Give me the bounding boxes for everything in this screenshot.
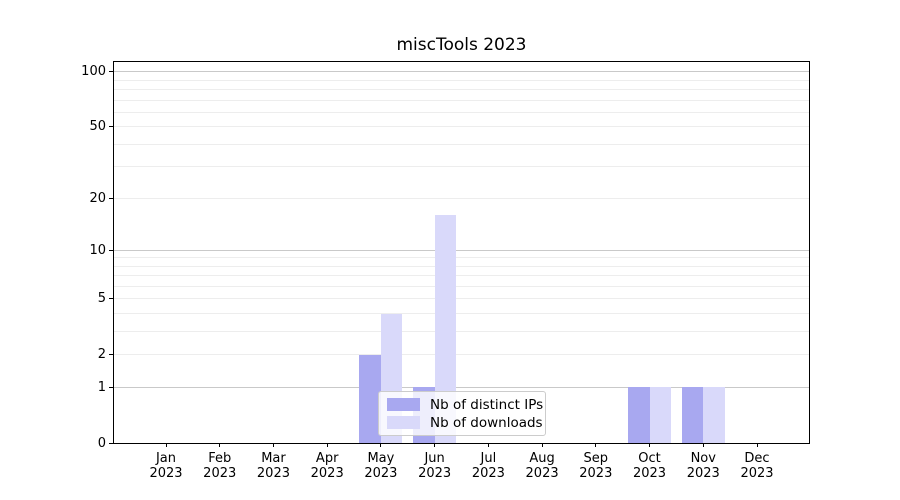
x-tick-label: Jul 2023 bbox=[471, 451, 505, 481]
bar bbox=[681, 387, 704, 443]
bar bbox=[434, 215, 457, 443]
gridline-minor bbox=[114, 197, 809, 199]
x-tick-mark bbox=[380, 443, 382, 447]
gridline-minor bbox=[114, 285, 809, 287]
x-tick-label: Sep 2023 bbox=[579, 451, 613, 481]
gridline-minor bbox=[114, 275, 809, 277]
y-tick-mark bbox=[109, 442, 113, 444]
x-tick-label: Jan 2023 bbox=[149, 451, 183, 481]
x-tick-mark bbox=[595, 443, 597, 447]
x-tick-mark bbox=[756, 443, 758, 447]
gridline-minor bbox=[114, 298, 809, 300]
y-tick-label: 5 bbox=[97, 291, 106, 307]
gridline-minor bbox=[114, 257, 809, 259]
legend-swatch-distinct-ips bbox=[387, 398, 420, 411]
bar bbox=[628, 387, 650, 443]
legend-swatch-downloads bbox=[387, 416, 420, 429]
y-tick-mark bbox=[109, 197, 113, 199]
legend-label-distinct-ips: Nb of distinct IPs bbox=[430, 396, 544, 413]
x-tick-label: Nov 2023 bbox=[686, 451, 720, 481]
gridline-minor bbox=[114, 88, 809, 90]
x-tick-mark bbox=[326, 443, 328, 447]
gridline-major bbox=[114, 249, 809, 251]
y-tick-mark bbox=[109, 386, 113, 388]
y-tick-label: 10 bbox=[89, 242, 106, 258]
x-tick-mark bbox=[272, 443, 274, 447]
y-tick-mark bbox=[109, 354, 113, 356]
x-tick-mark bbox=[649, 443, 651, 447]
x-tick-label: Mar 2023 bbox=[256, 451, 290, 481]
x-tick-label: Feb 2023 bbox=[203, 451, 237, 481]
y-tick-label: 100 bbox=[81, 64, 106, 80]
y-tick-label: 2 bbox=[97, 347, 106, 363]
x-tick-label: Dec 2023 bbox=[740, 451, 774, 481]
y-tick-mark bbox=[109, 126, 113, 128]
y-tick-mark bbox=[109, 298, 113, 300]
gridline-minor bbox=[114, 265, 809, 267]
x-tick-mark bbox=[702, 443, 704, 447]
gridline-major bbox=[114, 71, 809, 73]
legend-entry-distinct-ips: Nb of distinct IPs bbox=[387, 398, 545, 412]
gridline-minor bbox=[114, 111, 809, 113]
bar bbox=[359, 354, 381, 443]
x-tick-mark bbox=[487, 443, 489, 447]
y-tick-mark bbox=[109, 71, 113, 73]
x-tick-mark bbox=[541, 443, 543, 447]
x-tick-mark bbox=[165, 443, 167, 447]
bar bbox=[649, 387, 672, 443]
bar bbox=[703, 387, 725, 443]
x-tick-label: Jun 2023 bbox=[418, 451, 452, 481]
gridline-minor bbox=[114, 166, 809, 168]
x-tick-mark bbox=[434, 443, 436, 447]
y-tick-mark bbox=[109, 249, 113, 251]
chart-title: miscTools 2023 bbox=[396, 35, 527, 55]
y-tick-label: 1 bbox=[97, 379, 106, 395]
y-tick-label: 50 bbox=[89, 119, 106, 135]
y-tick-label: 20 bbox=[89, 190, 106, 206]
legend: Nb of distinct IPs Nb of downloads bbox=[378, 391, 546, 436]
plot-area: 0 1 2 5 10 20 50 100 Jan 2023 Feb 2023 Mar 2023 Apr… bbox=[81, 61, 810, 481]
x-tick-label: Oct 2023 bbox=[632, 451, 667, 481]
gridline-minor bbox=[114, 330, 809, 332]
gridline-minor bbox=[114, 143, 809, 145]
gridline-minor bbox=[114, 354, 809, 356]
gridline-minor bbox=[114, 313, 809, 315]
gridline-minor bbox=[114, 79, 809, 81]
legend-entry-downloads: Nb of downloads bbox=[387, 416, 545, 430]
x-tick-label: Apr 2023 bbox=[310, 451, 344, 481]
y-tick-label: 0 bbox=[97, 435, 106, 451]
x-tick-label: May 2023 bbox=[364, 451, 398, 481]
gridline-minor bbox=[114, 99, 809, 101]
legend-label-downloads: Nb of downloads bbox=[430, 414, 543, 431]
x-tick-mark bbox=[219, 443, 221, 447]
gridline-major bbox=[114, 386, 809, 388]
gridline-minor bbox=[114, 126, 809, 128]
x-tick-label: Aug 2023 bbox=[525, 451, 559, 481]
